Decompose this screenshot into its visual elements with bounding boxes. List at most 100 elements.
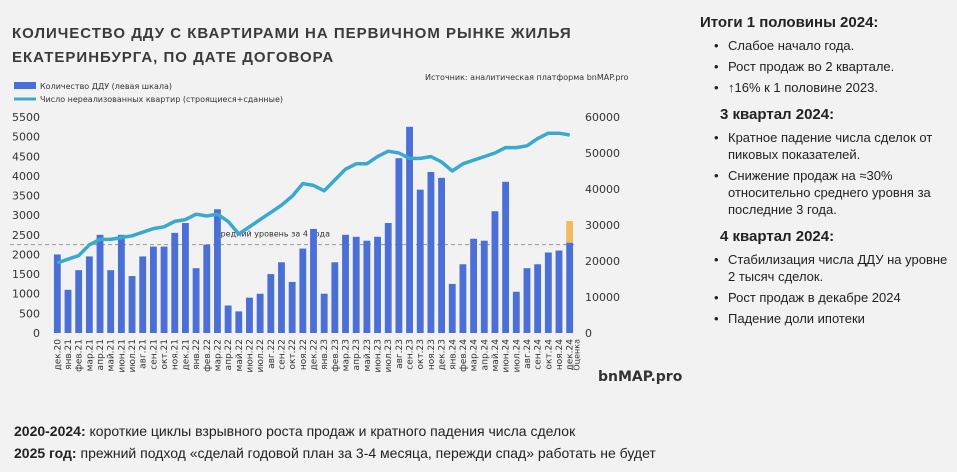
x-tick-label: дек.24 xyxy=(566,339,576,371)
x-tick-label: авг.22 xyxy=(267,339,277,369)
bar xyxy=(502,181,510,333)
logo: bnMAP.pro xyxy=(598,369,683,385)
x-tick-label: июл.24 xyxy=(512,339,522,373)
x-tick-label: дек.22 xyxy=(310,339,320,371)
bar xyxy=(363,240,371,333)
bar xyxy=(310,228,317,333)
y2-tick-label: 60000 xyxy=(585,111,620,124)
bar xyxy=(459,264,467,333)
x-tick-label: авг.21 xyxy=(139,339,149,369)
bar xyxy=(555,250,563,333)
bar xyxy=(96,234,104,333)
bar xyxy=(139,256,147,333)
chart: Источник: аналитическая платформа bnMAP.… xyxy=(10,73,683,385)
bar xyxy=(149,246,157,333)
footer-line: 2020-2024: короткие циклы взрывного рост… xyxy=(14,420,656,442)
bar xyxy=(214,209,221,333)
x-tick-label: янв.23 xyxy=(320,339,330,370)
legend-swatch xyxy=(14,82,36,89)
x-tick-label: окт.22 xyxy=(288,339,298,370)
panel-item: Слабое начало года. xyxy=(714,37,955,54)
x-tick-label: мар.22 xyxy=(213,339,223,371)
x-tick-label: мар.21 xyxy=(85,339,95,371)
bar xyxy=(117,234,125,333)
y-tick-label: 500 xyxy=(19,307,40,320)
x-tick-label: янв.21 xyxy=(64,339,74,370)
bar xyxy=(480,240,488,333)
footer-lead: 2020-2024: xyxy=(14,423,86,439)
x-tick-label: июл.22 xyxy=(256,339,266,373)
x-tick-label: апр.22 xyxy=(224,339,234,370)
x-tick-label: ноя.23 xyxy=(427,339,437,370)
x-tick-label: май.22 xyxy=(235,339,245,371)
panel-item: Рост продаж во 2 квартале. xyxy=(714,58,955,75)
y2-tick-label: 0 xyxy=(585,327,592,340)
x-tick-label: апр.24 xyxy=(480,339,490,371)
x-tick-label: янв.24 xyxy=(448,339,458,370)
chart-title: КОЛИЧЕСТВО ДДУ С КВАРТИРАМИ НА ПЕРВИЧНОМ… xyxy=(12,25,572,66)
panel-heading: Итоги 1 половины 2024: xyxy=(700,14,879,31)
bar xyxy=(544,252,552,333)
x-tick-label: ноя.21 xyxy=(171,339,181,370)
x-tick-label: июн.23 xyxy=(374,339,384,373)
x-tick-label: сен.21 xyxy=(149,339,159,370)
y-tick-label: 2500 xyxy=(12,229,40,242)
bar xyxy=(342,234,349,333)
bar xyxy=(267,274,275,333)
x-tick-label: фев.22 xyxy=(203,339,213,372)
x-tick-label: июн.24 xyxy=(502,339,512,373)
x-tick-label: авг.23 xyxy=(395,339,405,369)
x-tick-label: фев.21 xyxy=(75,339,85,372)
summary-panel: Итоги 1 половины 2024: Слабое начало года… xyxy=(700,14,955,337)
bar xyxy=(406,126,413,334)
x-tick-label: окт.24 xyxy=(544,339,554,370)
bar xyxy=(523,268,531,333)
x-tick-label: фев.24 xyxy=(459,339,469,372)
bar xyxy=(534,264,542,333)
bar xyxy=(182,223,189,333)
x-tick-label: май.24 xyxy=(491,339,501,372)
y-tick-label: 5000 xyxy=(12,131,40,144)
x-tick-label: май.21 xyxy=(107,339,117,371)
panel-item: ↑16% к 1 половине 2023. xyxy=(714,79,955,96)
bar xyxy=(235,311,243,333)
y2-tick-label: 10000 xyxy=(585,291,620,304)
x-tick-label: июн.22 xyxy=(245,339,255,373)
y2-tick-label: 50000 xyxy=(585,147,620,160)
bar xyxy=(107,270,115,333)
x-tick-label: мар.24 xyxy=(470,339,480,372)
bar xyxy=(288,281,296,333)
bar xyxy=(395,158,403,333)
x-tick-label: фев.23 xyxy=(331,339,341,372)
bar xyxy=(427,171,435,333)
x-tick-label: дек.23 xyxy=(438,339,448,371)
bar xyxy=(85,256,93,333)
reference-label: Средний уровень за 4 года xyxy=(215,230,330,239)
y-tick-label: 0 xyxy=(33,327,40,340)
x-tick-label: июл.23 xyxy=(384,339,394,373)
panel-item: Снижение продаж на ≈30% относительно сре… xyxy=(714,167,955,218)
x-tick-label: апр.21 xyxy=(96,339,106,370)
x-tick-label: янв.22 xyxy=(192,339,202,370)
y-tick-label: 1500 xyxy=(12,268,40,281)
x-tick-label: дек.21 xyxy=(181,339,191,371)
panel-list: Слабое начало года. Рост продаж во 2 квар… xyxy=(700,37,955,96)
footer-line: 2025 год: прежний подход «сделай годовой… xyxy=(14,442,656,464)
x-tick-label: сен.23 xyxy=(406,339,416,370)
bar xyxy=(246,297,253,333)
bar xyxy=(448,283,456,333)
bar xyxy=(256,293,264,333)
panel-item: Рост продаж в декабре 2024 xyxy=(714,289,955,306)
footer: 2020-2024: короткие циклы взрывного рост… xyxy=(14,420,656,464)
x-tick-label: ноя.22 xyxy=(299,339,309,370)
y-tick-label: 3500 xyxy=(12,190,40,203)
source: Источник: аналитическая платформа bnMAP.… xyxy=(425,73,629,82)
bar xyxy=(224,305,232,333)
y-tick-label: 3000 xyxy=(12,209,40,222)
x-tick-label: июл.21 xyxy=(128,339,138,373)
y-tick-label: 4000 xyxy=(12,170,40,183)
panel-item: Стабилизация числа ДДУ на уровне 2 тысяч… xyxy=(714,251,955,285)
bar xyxy=(512,291,520,333)
panel-item: Падение доли ипотеки xyxy=(714,310,955,327)
